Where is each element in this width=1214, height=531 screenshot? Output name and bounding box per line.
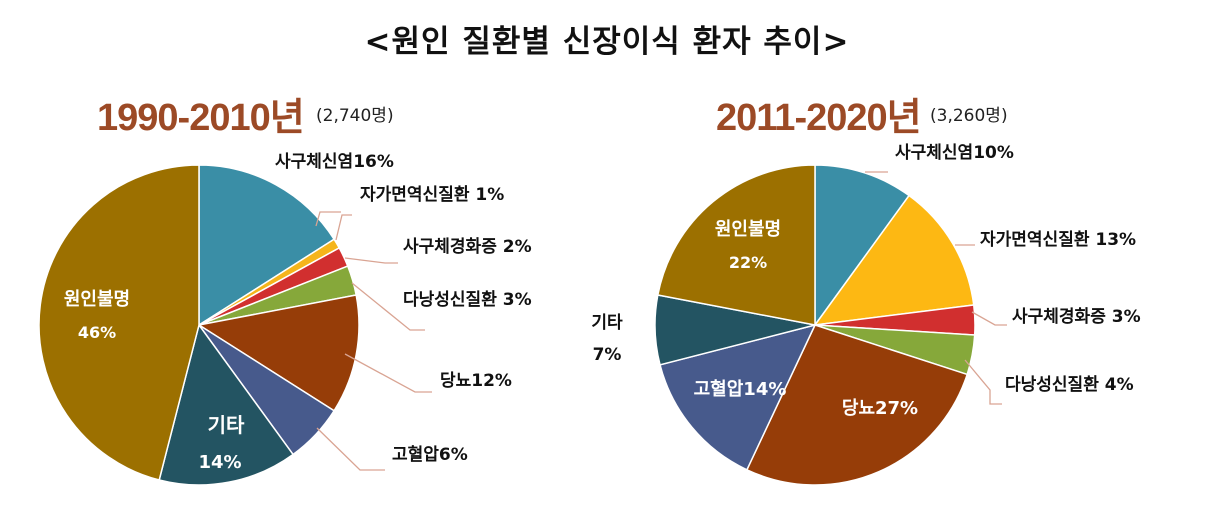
slice-pct-left-6: 14% (198, 452, 241, 473)
slice-label-right-0: 사구체신염10% (895, 143, 1014, 163)
leader-line-left-1 (335, 214, 352, 241)
leader-line-right-3 (964, 359, 1002, 405)
total-count-right: (3,260명) (930, 106, 1008, 126)
pie-slice-left-7 (38, 164, 200, 481)
leader-line-left-4 (344, 353, 432, 393)
slice-label-left-0: 사구체신염16% (275, 152, 394, 172)
total-count-left: (2,740명) (316, 106, 394, 126)
chart-title: <원인 질환별 신장이식 환자 추이> (364, 24, 850, 60)
slice-label-right-7: 원인불명 (715, 219, 781, 240)
pie-slice-right-1 (813, 194, 975, 326)
period-label-right: 2011-2020년 (716, 97, 922, 139)
slice-pct-left-7: 46% (78, 323, 116, 342)
slice-label-right-2: 사구체경화증 3% (1012, 307, 1141, 327)
pie-slice-right-5 (659, 323, 817, 471)
leader-line-left-2 (344, 257, 398, 264)
pie-slice-left-0 (198, 164, 336, 327)
leader-line-left-3 (351, 282, 425, 331)
pie-slice-left-4 (196, 294, 360, 412)
pie-slice-right-4 (745, 324, 969, 486)
leader-line-left-5 (316, 427, 385, 471)
leader-line-right-2 (971, 311, 1007, 326)
slice-label-left-7: 원인불명 (64, 289, 130, 310)
pie-slice-right-7 (656, 164, 816, 326)
slice-label-left-5: 고혈압6% (392, 444, 468, 465)
slice-label-left-4: 당뇨12% (440, 371, 512, 391)
leader-line-left-0 (315, 211, 341, 227)
slice-label-left-6: 기타 (208, 413, 245, 437)
pie-slice-right-0 (814, 164, 911, 328)
slice-label-right-4: 당뇨27% (842, 398, 918, 419)
slice-label-right-5: 고혈압14% (694, 378, 787, 400)
slice-label-left-1: 자가면역신질환 1% (360, 184, 504, 205)
period-label-left: 1990-2010년 (97, 97, 305, 139)
slice-pct-right-6: 7% (593, 345, 622, 365)
slice-label-right-1: 자가면역신질환 13% (980, 229, 1136, 250)
pie-slice-left-6 (158, 323, 295, 486)
slice-label-left-2: 사구체경화증 2% (403, 237, 532, 257)
slice-label-right-3: 다낭성신질환 4% (1005, 374, 1134, 395)
slice-label-left-3: 다낭성신질환 3% (403, 289, 532, 310)
slice-pct-right-7: 22% (729, 253, 767, 272)
slice-label-right-6: 기타 (591, 313, 623, 333)
